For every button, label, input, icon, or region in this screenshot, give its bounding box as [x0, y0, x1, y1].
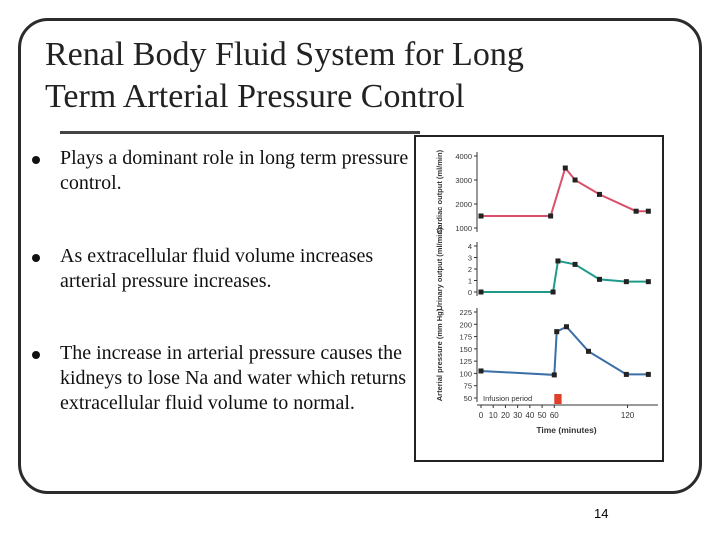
annotation-text: Infusion period	[483, 394, 532, 403]
y-tick-label: 125	[459, 357, 472, 366]
figure-box	[414, 135, 664, 462]
bullet-dot	[32, 156, 40, 164]
y-tick-label: 225	[459, 308, 472, 317]
data-point	[478, 289, 484, 295]
data-point	[550, 289, 556, 295]
title-line: Term Arterial Pressure Control	[45, 78, 465, 115]
data-point	[478, 213, 484, 219]
data-point	[585, 348, 591, 354]
x-tick-label: 40	[525, 411, 534, 420]
data-point	[623, 371, 629, 377]
data-point	[478, 368, 484, 374]
data-point	[572, 261, 578, 267]
infusion-bar	[554, 394, 562, 404]
data-point	[645, 279, 651, 285]
bullet-text: As extracellular fluid volume increases …	[60, 245, 374, 292]
y-axis-label: Urinary output (ml/min)	[435, 227, 444, 310]
data-point	[548, 213, 554, 219]
slide-frame	[18, 18, 702, 494]
bullet-text: The increase in arterial pressure causes…	[60, 342, 407, 414]
data-point	[623, 279, 629, 285]
page-number: 14	[594, 506, 609, 521]
y-tick-label: 75	[464, 382, 472, 391]
y-axis-label: Cardiac output (ml/min)	[435, 149, 444, 234]
data-point	[572, 177, 578, 183]
y-axis-label: Arterial pressure (mm Hg)	[435, 308, 444, 401]
slide-title: Renal Body Fluid System for Long Term Ar…	[45, 34, 524, 118]
y-tick-label: 1000	[455, 224, 472, 233]
y-tick-label: 3	[468, 254, 472, 263]
x-axis-label: Time (minutes)	[536, 425, 596, 435]
data-point	[551, 372, 557, 378]
y-tick-label: 150	[459, 345, 472, 354]
data-point	[555, 258, 561, 264]
y-tick-label: 175	[459, 333, 472, 342]
y-tick-label: 50	[464, 394, 472, 403]
bullet-dot	[32, 351, 40, 359]
y-tick-label: 2	[468, 265, 472, 274]
data-point	[562, 165, 568, 171]
bullet-dot	[32, 254, 40, 262]
x-tick-label: 20	[501, 411, 510, 420]
y-tick-label: 3000	[455, 176, 472, 185]
x-tick-label: 0	[479, 411, 484, 420]
y-tick-label: 1	[468, 277, 472, 286]
data-point	[633, 208, 639, 214]
x-tick-label: 120	[621, 411, 635, 420]
x-tick-label: 30	[513, 411, 522, 420]
y-tick-label: 4000	[455, 152, 472, 161]
y-tick-label: 100	[459, 369, 472, 378]
data-point	[645, 208, 651, 214]
y-tick-label: 0	[468, 288, 472, 297]
data-point	[596, 276, 602, 282]
data-point	[645, 371, 651, 377]
y-tick-label: 4	[468, 242, 472, 251]
y-tick-label: 200	[459, 320, 472, 329]
x-tick-label: 10	[489, 411, 498, 420]
data-point	[564, 324, 569, 330]
title-rule	[60, 131, 420, 134]
data-point	[554, 329, 560, 335]
x-tick-label: 60	[550, 411, 559, 420]
title-line: Renal Body Fluid System for Long	[45, 36, 524, 73]
y-tick-label: 2000	[455, 200, 472, 209]
bullet-text: Plays a dominant role in long term press…	[60, 147, 409, 194]
data-point	[596, 191, 602, 197]
x-tick-label: 50	[538, 411, 547, 420]
